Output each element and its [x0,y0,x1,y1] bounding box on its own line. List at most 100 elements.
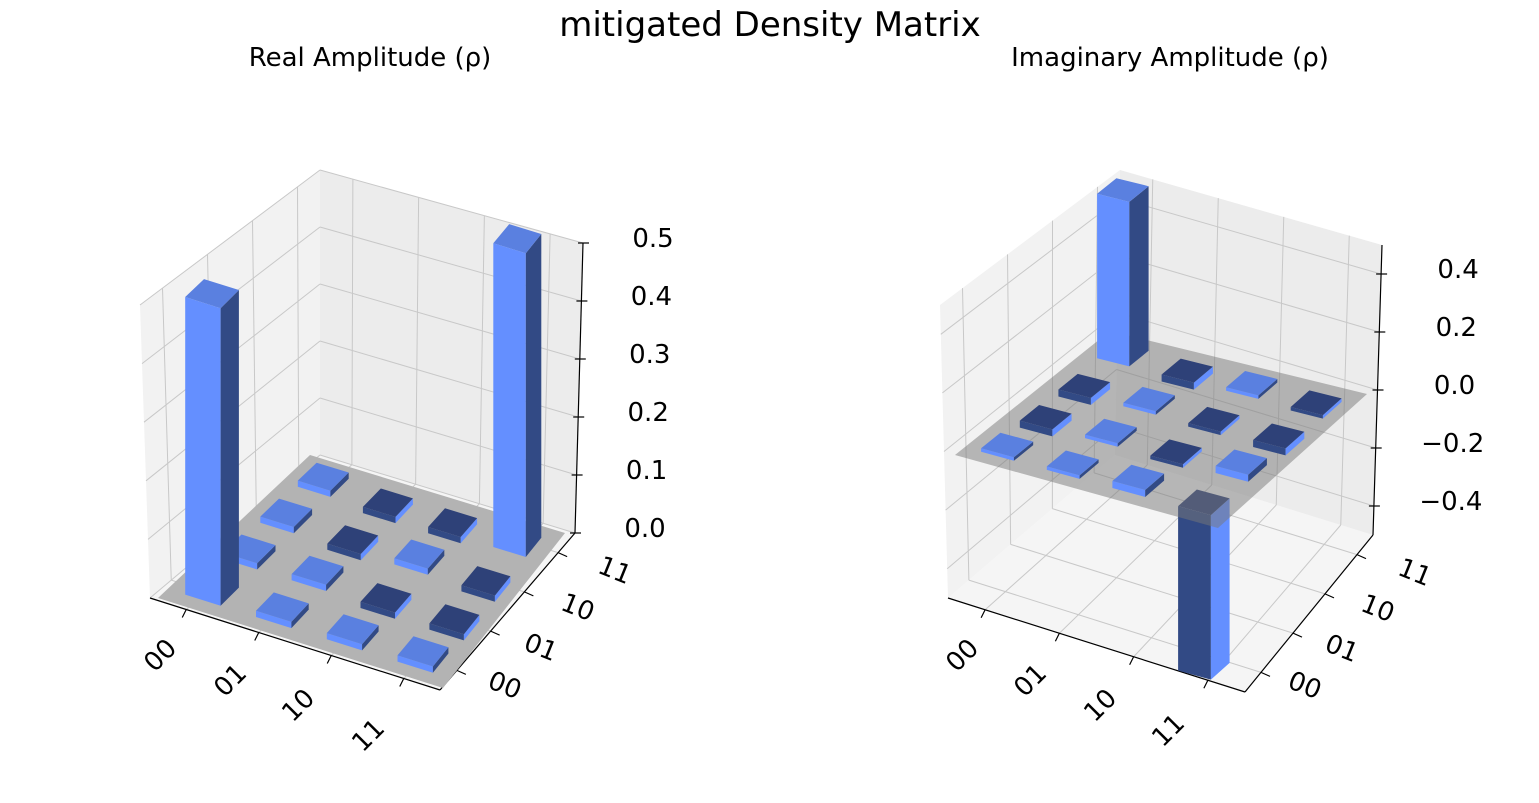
bar-top-face [297,462,349,491]
z-gridline-back [1117,312,1378,391]
bar-side-face [1145,473,1165,497]
bar-side-face [1285,431,1305,456]
bar-side-face [257,545,276,570]
bar-10-00 [1112,464,1165,497]
y-tick [557,552,568,558]
figure-title: mitigated Density Matrix [559,5,981,45]
y-gridline-left [962,288,970,581]
z-tick-label: 0.4 [631,282,672,312]
y-gridline-left [162,288,172,581]
x-gridline-floor [1207,524,1342,681]
x-tick [980,609,986,619]
bar-top-face [1058,373,1111,398]
bar-front-face [493,243,526,557]
x-tick-label: 10 [1078,683,1123,728]
bar-front-face [327,543,361,561]
y-tick-label: 11 [594,551,636,591]
bar-top-face [461,566,511,596]
bar-11-11 [493,224,542,557]
x-tick-label: 01 [1008,658,1053,703]
bar-side-face [494,576,511,602]
bar-front-face [1226,387,1259,399]
bar-top-face [327,525,379,554]
bar-front-face [1046,466,1080,479]
bar-side-face [220,290,239,606]
bar-front-face [1123,402,1156,415]
bar-front-face [1019,420,1053,437]
bar-side-face [1258,379,1278,399]
y-tick [1292,632,1303,638]
y-tick [456,669,467,675]
z-axis-line [574,242,584,534]
z-tick-label: −0.2 [1421,429,1484,459]
x-tick-label: 11 [1146,708,1191,753]
bar-side-face [330,472,349,497]
bar-side-face [395,593,412,619]
bar-front-face [291,574,327,591]
bar-front-face [1188,423,1221,436]
z-gridline-left [139,169,321,306]
x-tick [181,609,187,618]
z-tick-label: 0.1 [626,456,667,486]
bar-front-face [394,558,428,575]
x-tick [254,632,260,641]
bar-11-01 [429,604,480,641]
x-tick-label: 00 [940,633,985,678]
y-tick-label: 00 [484,666,526,706]
y-axis-line [1244,534,1374,693]
bar-front-face [1112,481,1146,497]
bar-side-face [1129,186,1149,367]
bar-00-00 [981,432,1034,461]
bar-11-01 [1215,449,1267,482]
x-tick-label: 11 [346,713,391,758]
z-tick-label: 0.0 [624,514,665,544]
bar-01-10 [1123,386,1175,415]
y-tick-label: 01 [520,628,562,668]
bar-11-00 [397,636,449,673]
bar-11-10 [461,566,511,602]
z-gridline-back [1119,198,1382,275]
bar-top-face [1188,406,1240,432]
bar-side-face [395,498,413,524]
floor-pane [948,455,1373,692]
bar-top-face [397,636,449,667]
bar-front-face [1253,440,1286,456]
y-tick-label: 10 [557,588,599,628]
bar-side-face [1322,398,1342,419]
bar-top-face [362,488,413,517]
bar-top-face [360,583,412,613]
bar-front-face [429,623,464,641]
bar-00-11 [1097,178,1149,367]
y-tick-label: 01 [1321,629,1363,669]
z-tick-label: 0.5 [632,224,673,254]
bar-front-face [362,506,396,524]
bar-side-face [1220,415,1240,436]
y-tick [490,630,500,636]
bar-front-face [260,516,294,534]
x-tick-label: 01 [208,658,253,703]
bar-side-face [427,549,445,575]
bar-00-00 [185,279,239,606]
z-gridline-left [942,255,1119,394]
bar-top-face [260,498,313,527]
bar-01-11 [1161,358,1213,390]
bar-01-10 [327,525,379,561]
bar-front-face [1215,466,1249,482]
bar-side-face [1210,498,1230,680]
bar-top-face [394,539,445,569]
bar-01-00 [256,592,309,629]
left-pane [940,170,1120,598]
bar-front-face [1085,434,1118,447]
bar-top-face [1290,390,1342,416]
bar-front-face [326,633,363,651]
z-tick-label: 0.2 [628,398,669,428]
bar-10-10 [394,539,445,575]
bar-11-11 [1290,390,1342,419]
bar-side-face [1248,458,1267,482]
bar-10-01 [360,583,412,619]
bar-01-00 [1046,450,1099,479]
bar-front-face [297,480,331,497]
x-gridline-back [415,197,420,485]
